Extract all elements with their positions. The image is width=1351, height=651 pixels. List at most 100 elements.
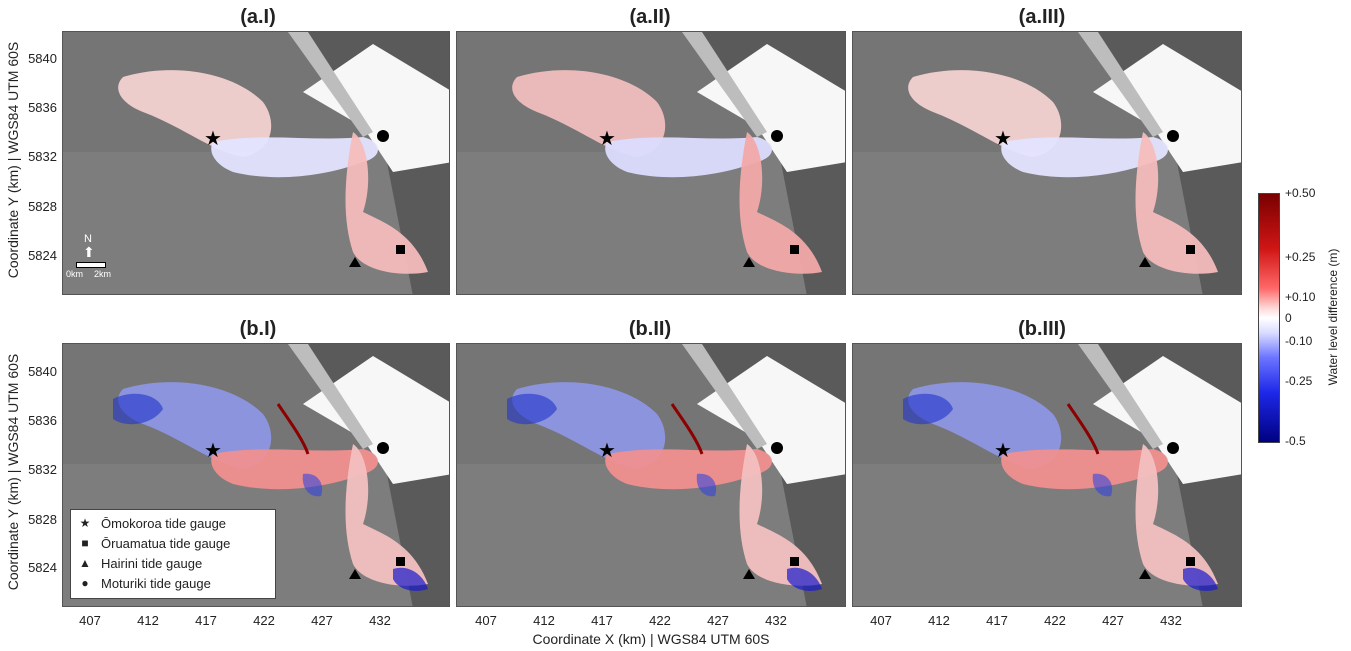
harbour-east (739, 132, 822, 274)
scale-bar-left-label: 0km (66, 269, 84, 279)
colorbar (1258, 193, 1280, 443)
ytick-top-5824: 5824 (28, 248, 57, 263)
map-panel-a1: ★ (62, 31, 450, 295)
panel-title-a3: (a.III) (1018, 6, 1066, 28)
ytick-top-5836: 5836 (28, 100, 57, 115)
model-domain-boundary (697, 44, 845, 172)
omokoroa-gauge-marker: ★ (994, 440, 1012, 462)
ytick-bottom-5832: 5832 (28, 462, 57, 477)
harbour-east (1135, 444, 1218, 586)
sand-spit (682, 344, 767, 449)
circle-icon: ● (81, 576, 89, 590)
colorbar-tick-010: +0.10 (1285, 290, 1316, 304)
scale-bar-right-label: 2km (94, 269, 112, 279)
xtick-c3-412: 412 (928, 613, 950, 628)
intertidal-patch (903, 393, 953, 425)
harbour-east (345, 132, 428, 274)
map-b2: ★ (457, 344, 845, 606)
model-domain-boundary (303, 44, 449, 172)
xtick-c3-427: 427 (1102, 613, 1124, 628)
model-domain-boundary (303, 356, 449, 484)
sand-spit (1078, 32, 1163, 137)
intertidal-patch (787, 567, 822, 591)
intertidal-patch (696, 473, 717, 497)
map-panel-a2: ★ (456, 31, 846, 295)
legend-item-moturiki: ● Moturiki tide gauge (71, 573, 275, 593)
oruamatua-gauge-marker (1186, 245, 1195, 254)
omokoroa-gauge-marker: ★ (598, 128, 616, 150)
intertidal-patch (302, 473, 323, 497)
intertidal-patch (1183, 567, 1218, 591)
y-axis-label-bottom: Coordinate Y (km) | WGS84 UTM 60S (5, 353, 21, 591)
scale-bar-line (76, 262, 106, 268)
north-arrow-icon: ⬆ (83, 244, 95, 260)
ytick-bottom-5824: 5824 (28, 560, 57, 575)
xtick-c3-432: 432 (1160, 613, 1182, 628)
harbour-west (908, 70, 1062, 157)
star-icon: ★ (79, 516, 91, 530)
colorbar-tick-0: 0 (1285, 311, 1292, 325)
harbour-channel (211, 449, 378, 490)
intertidal-patch (113, 393, 163, 425)
oruamatua-gauge-marker (790, 557, 799, 566)
hairini-gauge-marker (743, 257, 755, 267)
intertidal-patch (1092, 473, 1113, 497)
ytick-top-5828: 5828 (28, 199, 57, 214)
colorbar-tick-neg05: -0.5 (1285, 434, 1306, 448)
legend-item-oruamatua: ■ Ōruamatua tide gauge (71, 533, 275, 553)
omokoroa-gauge-marker: ★ (204, 128, 222, 150)
omokoroa-gauge-marker: ★ (598, 440, 616, 462)
xtick-c1-427: 427 (311, 613, 333, 628)
model-domain-boundary (1093, 44, 1241, 172)
map-a2: ★ (457, 32, 845, 294)
square-icon: ■ (81, 536, 89, 550)
ytick-top-5840: 5840 (28, 51, 57, 66)
legend-label: Moturiki tide gauge (101, 575, 211, 591)
colorbar-tick-neg025: -0.25 (1285, 374, 1313, 388)
oruamatua-gauge-marker (790, 245, 799, 254)
ytick-bottom-5840: 5840 (28, 364, 57, 379)
panel-title-a1: (a.I) (240, 6, 276, 28)
xtick-c2-427: 427 (707, 613, 729, 628)
harbour-channel (605, 449, 772, 490)
moturiki-gauge-marker (1167, 442, 1179, 454)
oruamatua-gauge-marker (396, 245, 405, 254)
model-domain-boundary (1093, 356, 1241, 484)
sand-spit (1078, 344, 1163, 449)
tidal-creek (1066, 403, 1100, 455)
omokoroa-gauge-marker: ★ (204, 440, 222, 462)
colorbar-tick-050: +0.50 (1285, 186, 1316, 200)
moturiki-gauge-marker (377, 442, 389, 454)
map-panel-b3: ★ (852, 343, 1242, 607)
map-a1: ★ (63, 32, 449, 294)
ytick-bottom-5836: 5836 (28, 413, 57, 428)
xtick-c1-407: 407 (79, 613, 101, 628)
oruamatua-gauge-marker (1186, 557, 1195, 566)
map-b3: ★ (853, 344, 1241, 606)
xtick-c3-407: 407 (870, 613, 892, 628)
intertidal-patch (393, 567, 428, 591)
harbour-channel (605, 137, 772, 178)
harbour-west (118, 70, 272, 157)
moturiki-gauge-marker (377, 130, 389, 142)
legend: ★ Ōmokoroa tide gauge ■ Ōruamatua tide gau… (70, 509, 276, 599)
harbour-channel (1001, 449, 1168, 490)
map-panel-b1: ★ (62, 343, 450, 607)
panel-title-b2: (b.II) (628, 318, 672, 340)
north-arrow: N (84, 233, 92, 245)
moturiki-gauge-marker (1167, 130, 1179, 142)
colorbar-label: Water level difference (m) (1326, 248, 1340, 386)
panel-title-b3: (b.III) (1018, 318, 1066, 340)
hairini-gauge-marker (349, 569, 361, 579)
map-b1: ★ (63, 344, 449, 606)
omokoroa-gauge-marker: ★ (994, 128, 1012, 150)
map-a3: ★ (853, 32, 1241, 294)
xtick-c2-422: 422 (649, 613, 671, 628)
model-domain-boundary (697, 356, 845, 484)
sand-spit (682, 32, 767, 137)
hairini-gauge-marker (1139, 569, 1151, 579)
oruamatua-gauge-marker (396, 557, 405, 566)
ytick-top-5832: 5832 (28, 149, 57, 164)
moturiki-gauge-marker (771, 442, 783, 454)
xtick-c1-417: 417 (195, 613, 217, 628)
